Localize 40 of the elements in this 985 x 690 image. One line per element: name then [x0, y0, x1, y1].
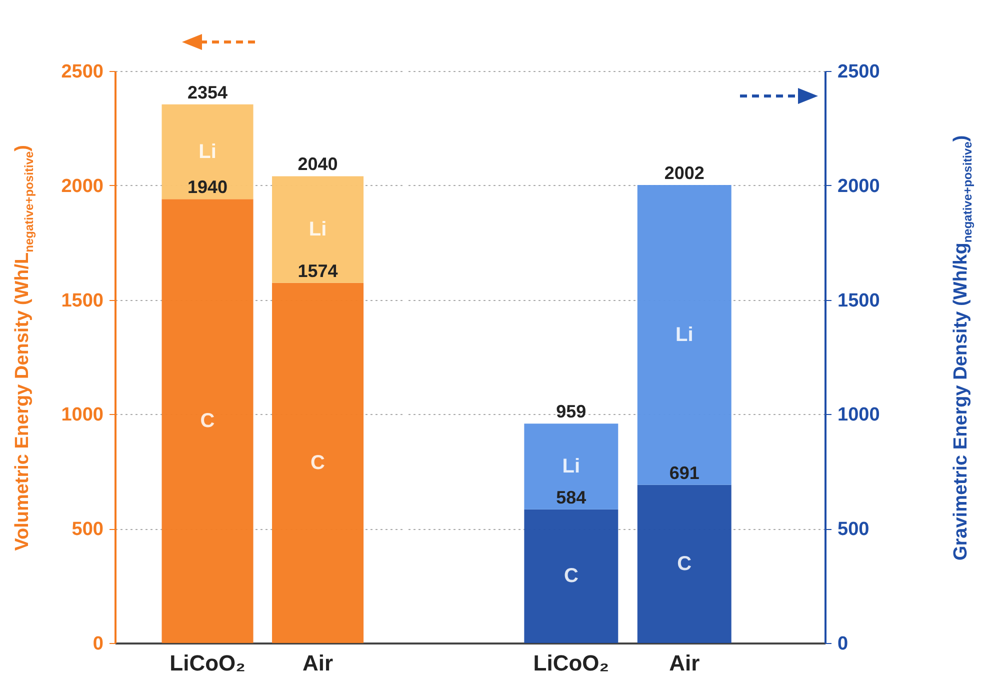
- y2-tick-label: 2000: [838, 176, 880, 197]
- y2-tick-label: 2500: [838, 62, 880, 82]
- series-label: Li: [198, 140, 216, 163]
- text: C: [677, 552, 692, 575]
- data-label: 584: [556, 487, 586, 508]
- x-tick-label: LiCoO₂: [533, 650, 610, 676]
- total-label: 2040: [298, 154, 338, 174]
- y-tick-label: 1500: [61, 290, 104, 312]
- total-label: 2354: [187, 82, 228, 102]
- y2-tick-label: 0: [838, 634, 848, 654]
- series-label: Li: [562, 455, 580, 478]
- data-label: 1940: [187, 177, 228, 198]
- bar: [272, 176, 364, 283]
- y-tick-label: 1000: [61, 404, 104, 426]
- text: C: [310, 452, 326, 474]
- x-tick-label: LiCoO₂: [170, 650, 246, 676]
- x-tick-label: Air: [669, 650, 700, 676]
- bar: [524, 424, 618, 510]
- y2-tick-label: 500: [838, 519, 870, 540]
- y-tick-label: 500: [72, 519, 104, 540]
- y-tick-label: 2000: [61, 176, 104, 197]
- text: Li: [308, 218, 327, 241]
- bar: [637, 484, 732, 643]
- text: Li: [675, 324, 694, 346]
- y2-tick-label: 1000: [838, 404, 880, 426]
- bar: [162, 104, 254, 200]
- bar: [524, 509, 618, 643]
- series-label: C: [200, 410, 215, 432]
- data-label: 691: [669, 462, 700, 483]
- bar: [162, 199, 254, 643]
- bar: [272, 282, 364, 643]
- y-tick-label: 0: [92, 634, 104, 654]
- y-tick-label: 2500: [61, 62, 104, 82]
- x-tick-label: Air: [302, 650, 334, 676]
- y2-tick-label: 1500: [838, 290, 880, 312]
- total-label: 959: [556, 402, 586, 422]
- bar: [637, 184, 732, 485]
- series-label: C: [564, 565, 578, 588]
- data-label: 1574: [298, 260, 338, 281]
- total-label: 2002: [664, 162, 704, 183]
